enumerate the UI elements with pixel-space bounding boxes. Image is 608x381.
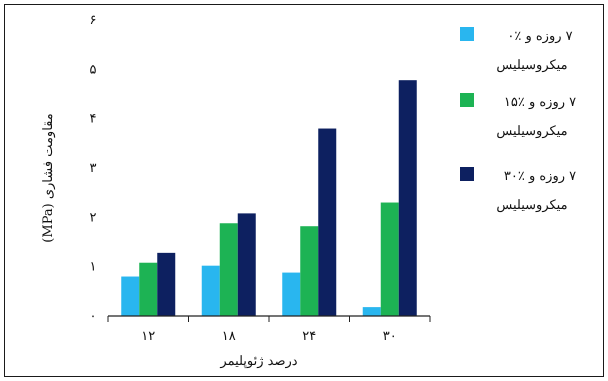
legend-label: ۷ روزه و ٪۱۵ — [504, 95, 576, 110]
bar — [121, 276, 140, 316]
x-axis-title: درصد ژئوپلیمر — [219, 354, 297, 369]
bar — [201, 265, 220, 316]
bar — [237, 213, 256, 316]
y-tick-label: ۴ — [90, 112, 97, 127]
y-tick-label: ۰ — [90, 309, 97, 324]
bar — [219, 223, 238, 316]
legend-swatch — [460, 167, 474, 181]
legend-label: ۷ روزه و ٪۳۰ — [504, 169, 576, 184]
x-tick-label: ۱۲ — [141, 329, 155, 344]
y-tick-label: ۱ — [90, 260, 97, 275]
bar — [157, 252, 176, 316]
bar — [318, 128, 337, 316]
bar — [300, 226, 319, 316]
bar — [380, 202, 399, 316]
legend-label: ۷ روزه و ٪۰ — [507, 29, 572, 44]
bar — [282, 272, 301, 316]
x-tick-label: ۳۰ — [383, 329, 397, 344]
y-tick-label: ۲ — [90, 210, 97, 225]
legend-swatch — [460, 93, 474, 107]
legend-label-line2: میکروسیلیس — [496, 58, 567, 73]
legend-label-line2: میکروسیلیس — [496, 198, 567, 213]
legend-label-line2: میکروسیلیس — [496, 124, 567, 139]
y-tick-label: ۶ — [90, 13, 97, 28]
y-tick-label: ۵ — [90, 62, 97, 77]
bar — [139, 262, 158, 316]
y-axis-title: مقاومت فشاری (MPa) — [41, 113, 56, 242]
x-axis-ticks: ۱۲ ۱۸ ۲۴ ۳۰ — [107, 316, 431, 344]
bars — [121, 80, 417, 316]
legend: ۷ روزه و ٪۰ میکروسیلیس ۷ روزه و ٪۱۵ میکروسی… — [460, 27, 576, 213]
x-tick-label: ۲۴ — [302, 329, 316, 344]
chart-frame — [4, 4, 604, 377]
y-axis-ticks: ۰ ۱ ۲ ۳ ۴ ۵ ۶ — [90, 13, 97, 324]
y-tick-label: ۳ — [90, 161, 97, 176]
legend-swatch — [460, 27, 474, 41]
x-tick-label: ۱۸ — [222, 329, 236, 344]
bar — [362, 307, 381, 316]
bar — [398, 80, 417, 316]
